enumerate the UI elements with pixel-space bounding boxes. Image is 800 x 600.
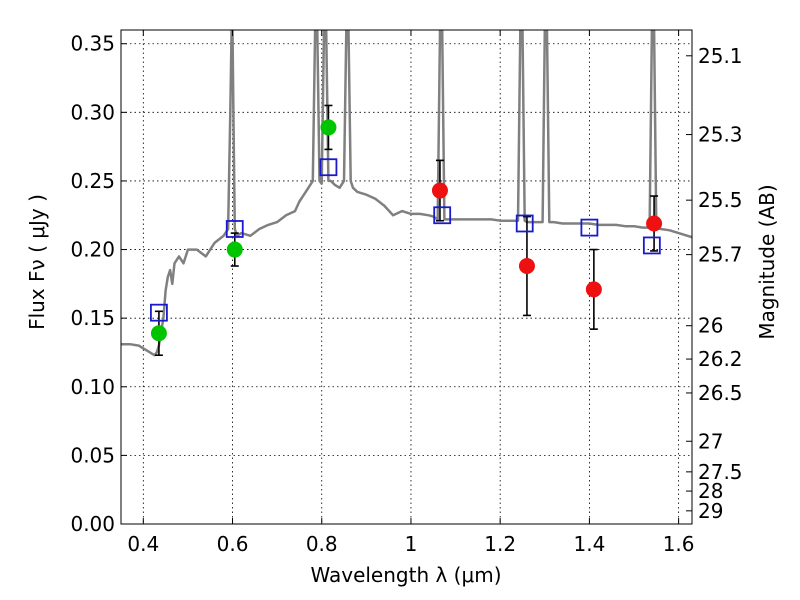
y-tick-label: 0.25 — [70, 169, 115, 193]
x-tick-label: 1 — [405, 532, 418, 556]
data-point — [518, 258, 535, 275]
model-photometry-square — [433, 206, 452, 225]
right-tick-label: 26.5 — [698, 381, 743, 405]
data-point — [320, 119, 337, 136]
right-tick-label: 27 — [698, 429, 723, 453]
right-tick-label: 25.3 — [698, 123, 743, 147]
y-tick-label: 0.05 — [70, 443, 115, 467]
y-tick-label: 0.20 — [70, 238, 115, 262]
grid-layer — [121, 30, 692, 525]
axis-layer: 0.4 0.6 0.8 1 1.2 1.4 1.6 0.00 0.05 0.10 0.15 0.20 0… — [70, 29, 743, 556]
x-tick-label: 0.8 — [306, 532, 338, 556]
y-tick-label: 0.00 — [70, 512, 115, 536]
y-tick-label: 0.35 — [70, 32, 115, 56]
data-point — [226, 241, 243, 258]
y-tick-label: 0.10 — [70, 375, 115, 399]
model-photometry-square — [642, 236, 661, 255]
model-photometry-square — [580, 218, 599, 237]
x-tick-label: 1.2 — [484, 532, 516, 556]
x-tick-label: 1.6 — [663, 532, 695, 556]
y-axis-title: Flux Fν ( μJy ) — [25, 194, 49, 330]
series-layer — [121, 30, 692, 357]
model-photometry-square — [515, 214, 534, 233]
model-photometry-square — [225, 220, 244, 238]
right-tick-label: 25.1 — [698, 44, 743, 68]
x-tick-label: 0.6 — [217, 532, 249, 556]
model-spectrum-line — [121, 30, 692, 357]
plot-area — [121, 30, 692, 357]
right-tick-label: 25.5 — [698, 188, 743, 212]
right-tick-label: 25.7 — [698, 243, 743, 267]
right-tick-label: 29 — [698, 499, 723, 523]
model-photometry-square — [319, 158, 338, 177]
data-point — [150, 325, 167, 342]
x-tick-label: 1.4 — [573, 532, 605, 556]
y-tick-label: 0.15 — [70, 306, 115, 330]
right-tick-label: 26 — [698, 314, 723, 338]
data-point — [431, 182, 448, 199]
data-point — [646, 215, 663, 232]
x-axis-title: Wavelength λ (μm) — [310, 563, 501, 587]
data-point — [585, 281, 602, 298]
right-tick-label: 28 — [698, 479, 723, 503]
right-tick-label: 27.5 — [698, 460, 743, 484]
x-tick-label: 0.4 — [127, 532, 159, 556]
y-axis-right-title: Magnitude (AB) — [755, 184, 779, 339]
right-tick-label: 26.2 — [698, 347, 743, 371]
y-tick-label: 0.30 — [70, 100, 115, 124]
model-photometry-square — [150, 303, 168, 322]
plot-frame — [120, 29, 693, 525]
